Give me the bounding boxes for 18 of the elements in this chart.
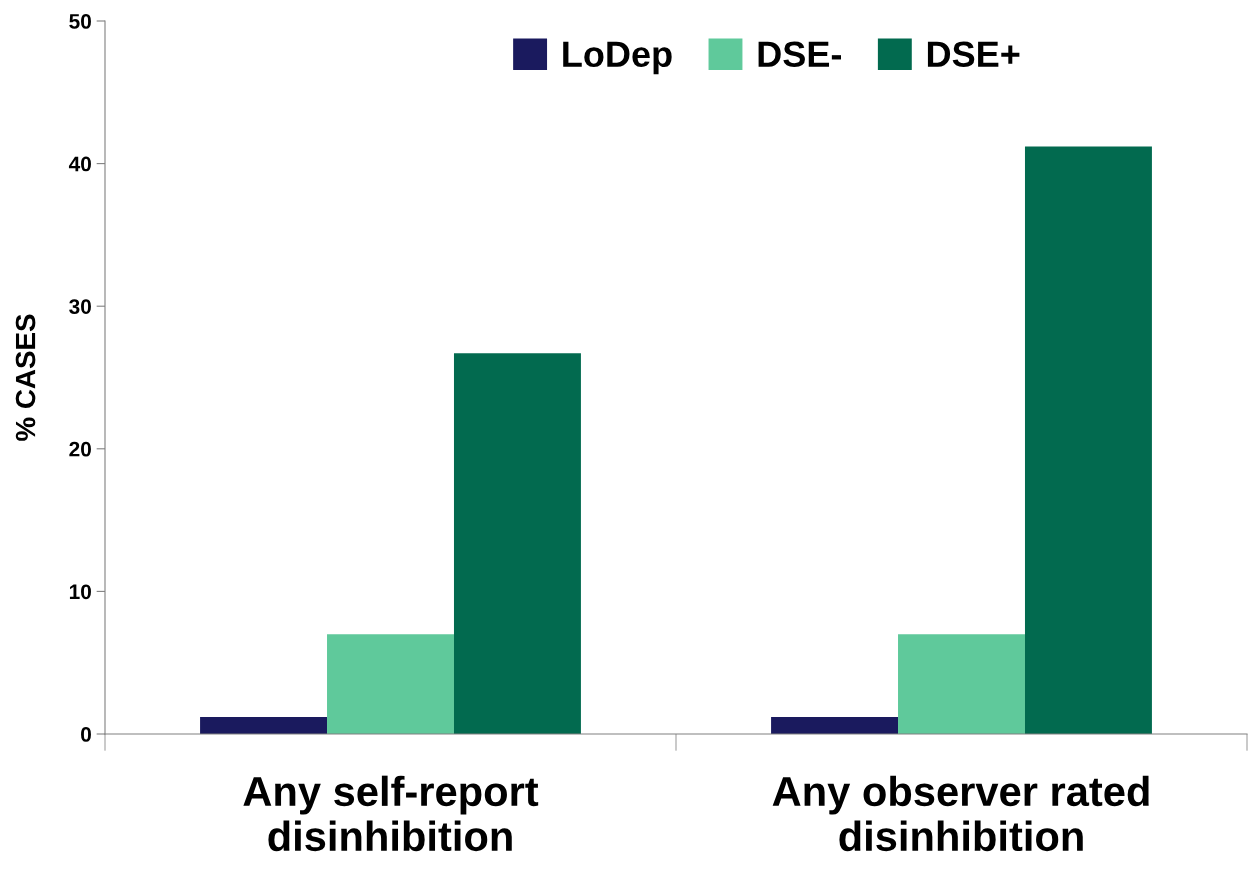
x-tick-label: Any observer rated disinhibition	[772, 775, 1149, 852]
y-tick-label: 0	[81, 727, 91, 742]
y-tick-label: 10	[69, 584, 91, 600]
bar	[771, 716, 899, 734]
bar	[898, 634, 1025, 734]
legend-label: DSE-	[758, 41, 842, 68]
bar	[200, 716, 328, 734]
y-axis-title: % CASES	[15, 314, 36, 441]
bar	[453, 353, 581, 734]
x-tick-label: Any self-report disinhibition	[243, 775, 539, 852]
legend-label: LoDep	[563, 41, 672, 75]
y-tick-label: 30	[69, 299, 91, 314]
bar	[1024, 146, 1152, 734]
y-tick-label: 20	[69, 441, 91, 457]
y-tick-label: 50	[69, 14, 91, 29]
legend-label: DSE+	[927, 41, 1020, 68]
y-tick-label: 40	[68, 156, 91, 172]
bar	[327, 634, 454, 734]
